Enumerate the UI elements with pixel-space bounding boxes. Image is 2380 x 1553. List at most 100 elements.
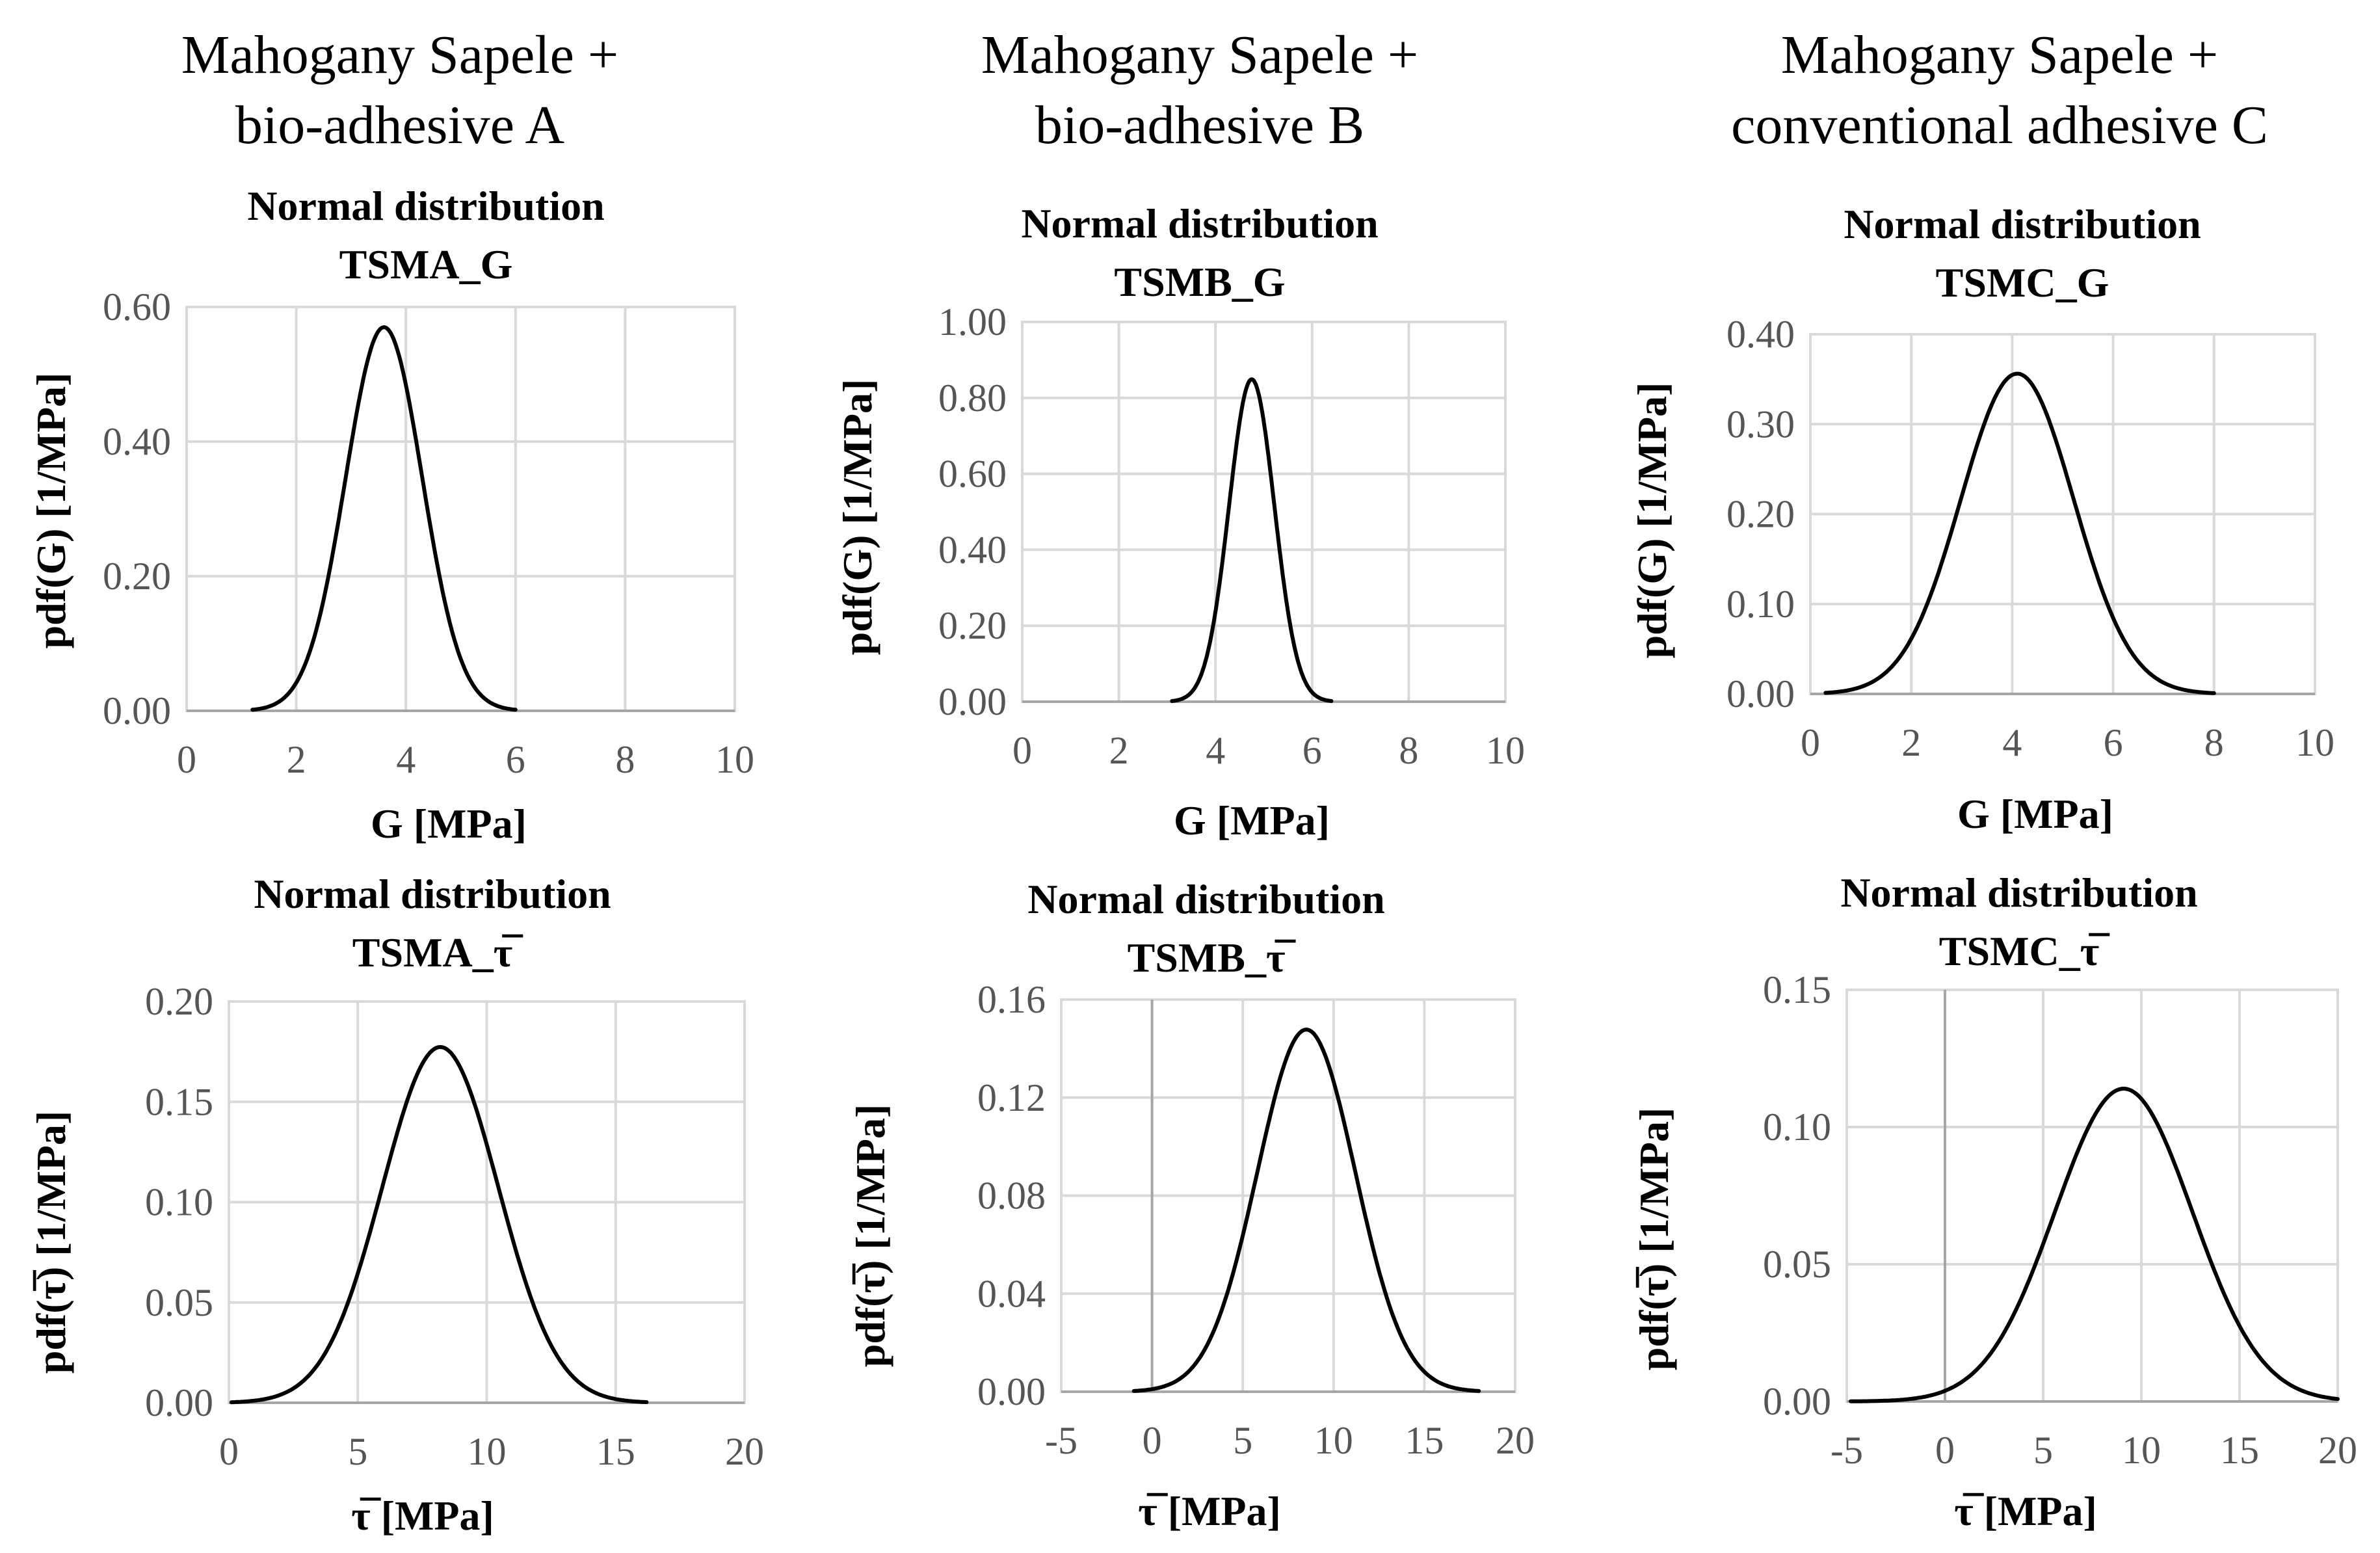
y-tick-label: 0.00 (977, 1370, 1046, 1413)
y-tick-label: 0.00 (1763, 1380, 1831, 1423)
plot-frame (1845, 989, 2339, 1403)
y-tick-label: 0.04 (977, 1272, 1046, 1315)
x-tick-label: -5 (1831, 1429, 1863, 1472)
x-tick-label: 0 (177, 738, 196, 781)
y-tick-label: 0.20 (145, 980, 213, 1023)
y-tick-label: 0.20 (1726, 493, 1795, 536)
x-tick-label: 5 (1233, 1419, 1252, 1462)
x-axis-label: G [MPa] (1174, 797, 1330, 843)
y-tick-label: 0.20 (938, 604, 1007, 647)
pdf-curve (1823, 371, 2216, 695)
chart-title-line2: TSMC_τ̅ (1939, 928, 2110, 974)
y-tick-label: 0.40 (1726, 313, 1795, 356)
y-tick-label: 0.60 (103, 285, 171, 328)
chart-tsmc-tau: Normal distribution TSMC_τ̅ -5 0 5 10 15 20 0.… (1631, 869, 2357, 1534)
x-tick-label: 0 (219, 1430, 239, 1473)
x-tick-label: 0 (1935, 1429, 1955, 1472)
y-tick-label: 0.12 (977, 1076, 1046, 1119)
x-tick-label: 10 (1486, 729, 1525, 772)
x-tick-label: 2 (1109, 729, 1129, 772)
pdf-curve (230, 1045, 649, 1405)
x-tick-label: 8 (2204, 721, 2224, 764)
column-title-a-line2: bio-adhesive A (235, 95, 565, 155)
chart-title-line2: TSMA_G (339, 241, 513, 287)
chart-tsmc-g: Normal distribution TSMC_G 0 2 4 6 8 10 0.00 0.… (1629, 201, 2334, 837)
x-tick-label: 0 (1012, 729, 1032, 772)
column-title-c-line2: conventional adhesive C (1731, 95, 2268, 155)
x-tick-label: 20 (1496, 1419, 1535, 1462)
column-title-b-line1: Mahogany Sapele + (981, 25, 1419, 85)
y-tick-label: 0.10 (1763, 1106, 1831, 1148)
pdf-curve (1131, 1028, 1481, 1393)
chart-title-line1: Normal distribution (247, 183, 604, 229)
x-tick-label: -5 (1045, 1419, 1078, 1462)
y-tick-label: 0.00 (145, 1381, 213, 1424)
chart-title-line1: Normal distribution (1021, 200, 1378, 246)
y-tick-label: 0.00 (938, 680, 1007, 723)
chart-tsmb-g: Normal distribution TSMB_G 0 2 4 6 8 10 0.00 0.… (834, 200, 1525, 843)
x-tick-label: 20 (725, 1430, 764, 1473)
x-tick-label: 4 (2002, 721, 2022, 764)
plot-area: -5 0 5 10 15 20 0.00 0.05 0.10 0.15 (1763, 968, 2357, 1472)
x-tick-label: 0 (1801, 721, 1820, 764)
y-tick-label: 0.15 (145, 1080, 213, 1123)
plot-area: -5 0 5 10 15 20 0.00 0.04 0.08 0.12 0.16 (977, 978, 1535, 1462)
x-tick-label: 6 (2104, 721, 2123, 764)
y-axis-label: pdf(τ̅) [1/MPa] (1631, 1108, 1677, 1371)
y-tick-label: 0.80 (938, 377, 1007, 419)
x-tick-label: 15 (1405, 1419, 1444, 1462)
y-tick-label: 0.05 (1763, 1243, 1831, 1286)
y-tick-label: 0.05 (145, 1281, 213, 1324)
plot-frame (1021, 321, 1507, 703)
plot-area: 0 2 4 6 8 10 0.00 0.10 0.20 0.30 0.40 (1726, 313, 2334, 764)
x-tick-label: 5 (348, 1430, 367, 1473)
column-title-a: Mahogany Sapele + bio-adhesive A (181, 25, 619, 155)
column-title-b-line2: bio-adhesive B (1035, 95, 1364, 155)
y-tick-label: 0.40 (103, 420, 171, 463)
y-tick-label: 0.10 (1726, 583, 1795, 626)
x-axis-label: τ̅ [MPa] (1138, 1488, 1281, 1534)
y-axis-label: pdf(τ̅) [1/MPa] (28, 1111, 74, 1374)
y-tick-label: 0.10 (145, 1181, 213, 1224)
pdf-curve (1849, 1087, 2340, 1403)
x-tick-label: 4 (1206, 729, 1225, 772)
x-axis-label: τ̅ [MPa] (351, 1493, 494, 1539)
column-title-b: Mahogany Sapele + bio-adhesive B (981, 25, 1419, 155)
x-tick-label: 6 (1302, 729, 1322, 772)
y-tick-label: 0.60 (938, 453, 1007, 496)
y-axis-label: pdf(G) [1/MPa] (28, 373, 74, 649)
x-axis-label: G [MPa] (1957, 791, 2113, 837)
x-tick-label: 10 (715, 738, 754, 781)
y-tick-label: 0.15 (1763, 968, 1831, 1011)
chart-tsma-tau: Normal distribution TSMA_τ̅ 0 5 10 15 20 0.00… (28, 871, 764, 1539)
pdf-curve (1170, 377, 1334, 703)
x-tick-label: 4 (396, 738, 416, 781)
y-tick-label: 0.16 (977, 978, 1046, 1021)
x-tick-label: 5 (2033, 1429, 2053, 1472)
chart-title-line2: TSMA_τ̅ (352, 929, 523, 976)
y-tick-label: 0.08 (977, 1175, 1046, 1217)
plot-area: 0 2 4 6 8 10 0.00 0.20 0.40 0.60 0.80 1.00 (938, 300, 1525, 772)
chart-title-line1: Normal distribution (1840, 869, 2197, 916)
y-axis-label: pdf(τ̅) [1/MPa] (847, 1104, 893, 1368)
x-axis-label: G [MPa] (371, 801, 527, 847)
y-tick-label: 0.20 (103, 555, 171, 598)
x-tick-label: 15 (596, 1430, 635, 1473)
x-tick-label: 10 (468, 1430, 507, 1473)
x-tick-label: 10 (2122, 1429, 2161, 1472)
x-tick-label: 0 (1143, 1419, 1162, 1462)
y-axis-label: pdf(G) [1/MPa] (834, 379, 880, 656)
x-tick-label: 8 (615, 738, 635, 781)
chart-tsmb-tau: Normal distribution TSMB_τ̅ -5 0 5 10 15 20 0.… (847, 876, 1535, 1534)
y-tick-label: 1.00 (938, 300, 1007, 343)
chart-title-line2: TSMB_G (1114, 259, 1285, 305)
x-tick-label: 15 (2220, 1429, 2259, 1472)
y-tick-label: 0.40 (938, 528, 1007, 571)
plot-area: 0 5 10 15 20 0.00 0.05 0.10 0.15 0.20 (145, 980, 764, 1473)
x-tick-label: 6 (506, 738, 525, 781)
chart-title-line1: Normal distribution (1027, 876, 1384, 922)
chart-title-line1: Normal distribution (254, 871, 611, 917)
chart-tsma-g: Normal distribution TSMA_G 0 2 4 6 8 10 0.00 0.… (28, 183, 754, 847)
x-tick-label: 2 (1901, 721, 1921, 764)
pdf-curve (250, 325, 518, 712)
